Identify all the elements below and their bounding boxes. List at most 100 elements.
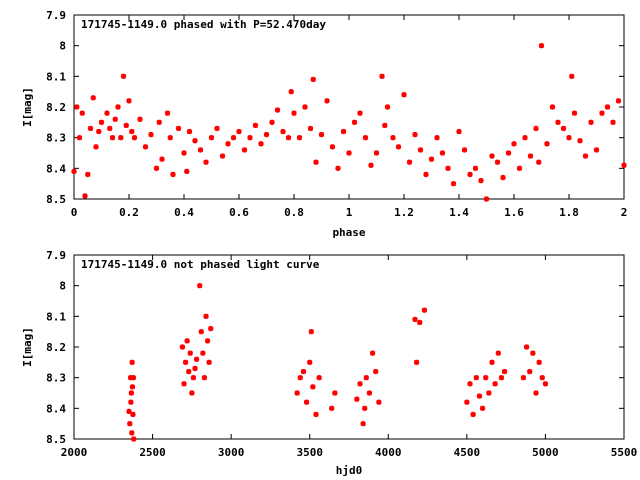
data-point	[604, 104, 611, 110]
data-point-stroke	[456, 128, 462, 135]
data-point	[324, 98, 330, 104]
x-tick-label: 2500	[139, 446, 166, 459]
data-point	[500, 174, 506, 181]
data-point-stroke	[252, 122, 259, 128]
data-point	[489, 359, 495, 365]
data-point-stroke	[329, 405, 335, 411]
data-point	[450, 181, 457, 187]
data-point	[203, 313, 209, 319]
data-point-stroke	[186, 128, 193, 135]
data-point	[190, 375, 197, 381]
data-point-stroke	[494, 159, 501, 165]
data-point-stroke	[118, 135, 124, 141]
data-point-stroke	[120, 73, 127, 79]
data-point	[527, 153, 534, 159]
data-point-stroke	[236, 128, 242, 135]
data-point	[472, 165, 479, 171]
data-point	[112, 116, 118, 122]
data-point-stroke	[156, 119, 162, 125]
data-point-stroke	[332, 390, 338, 396]
data-point-stroke	[126, 408, 132, 414]
data-point-stroke	[241, 147, 248, 153]
data-point-stroke	[412, 132, 418, 138]
data-point	[467, 381, 473, 387]
data-point-stroke	[511, 141, 517, 147]
data-point	[369, 350, 376, 356]
data-point	[181, 381, 187, 387]
data-point-stroke	[104, 110, 110, 116]
data-point	[164, 110, 171, 116]
data-point-stroke	[131, 135, 138, 141]
data-point-stroke	[304, 399, 310, 405]
data-point-stroke	[582, 153, 589, 159]
data-point-stroke	[445, 165, 451, 171]
data-point-stroke	[379, 73, 385, 79]
data-point	[302, 104, 308, 110]
data-point-stroke	[368, 162, 374, 168]
x-tick-label: 5500	[611, 446, 638, 459]
unphased-light-curve-panel: 171745-1149.0 not phased light curve hjd…	[21, 249, 637, 477]
data-point-stroke	[489, 153, 495, 159]
data-point-stroke	[354, 396, 360, 402]
data-point	[610, 119, 616, 125]
data-point	[520, 375, 527, 381]
data-point	[483, 375, 489, 381]
data-point	[129, 430, 135, 436]
data-point	[225, 141, 231, 147]
data-point	[522, 135, 528, 141]
data-point	[501, 368, 508, 375]
data-point	[368, 162, 374, 168]
data-point-stroke	[536, 359, 542, 365]
x-tick-label: 4500	[454, 446, 481, 459]
data-point-stroke	[395, 144, 402, 150]
data-point	[621, 162, 627, 168]
data-point-stroke	[362, 405, 368, 411]
data-point-stroke	[170, 171, 176, 178]
x-tick-label: 0.2	[119, 206, 139, 219]
data-point	[423, 171, 429, 178]
data-point-stroke	[307, 359, 313, 365]
data-point	[142, 144, 149, 150]
data-point	[236, 128, 242, 135]
data-point-stroke	[129, 384, 136, 390]
x-tick-label: 1.8	[559, 206, 579, 219]
data-point	[107, 125, 113, 132]
data-point-stroke	[599, 110, 605, 116]
data-point-stroke	[285, 135, 292, 141]
data-point-stroke	[208, 135, 215, 141]
data-point	[184, 338, 190, 344]
data-point-stroke	[230, 135, 237, 141]
data-point-stroke	[296, 135, 303, 141]
x-tick-label: 0.6	[229, 206, 249, 219]
data-point	[505, 150, 512, 156]
data-point-stroke	[533, 125, 539, 132]
data-point	[560, 125, 567, 132]
data-point-stroke	[316, 375, 322, 381]
data-point	[82, 193, 88, 199]
y-tick-label: 8.5	[46, 433, 66, 446]
data-point	[90, 95, 96, 101]
data-point-stroke	[131, 436, 137, 442]
data-point	[329, 144, 336, 150]
data-point-stroke	[533, 390, 539, 396]
data-point-stroke	[520, 375, 526, 381]
data-point	[74, 104, 80, 110]
data-point	[204, 338, 211, 344]
data-point	[87, 125, 94, 132]
data-point-stroke	[307, 125, 314, 132]
data-point	[192, 138, 198, 144]
data-point-stroke	[109, 135, 116, 141]
data-point	[486, 390, 492, 396]
data-point	[137, 116, 143, 122]
y-tick-label: 8.1	[46, 70, 66, 83]
data-point	[300, 368, 307, 375]
data-point	[412, 316, 418, 322]
data-point-stroke	[522, 135, 528, 141]
data-point-stroke	[486, 390, 492, 396]
data-point	[439, 150, 446, 156]
axis-ticks: 0 0.2 0.4 0.6 0.8 1 1.2 1.4 1.6 1.8 2 7.9 8 8.1 8.2 8.3…	[46, 9, 627, 219]
data-point-stroke	[414, 359, 420, 365]
data-point	[197, 147, 204, 153]
data-point-stroke	[137, 116, 143, 122]
data-point-stroke	[434, 135, 440, 141]
